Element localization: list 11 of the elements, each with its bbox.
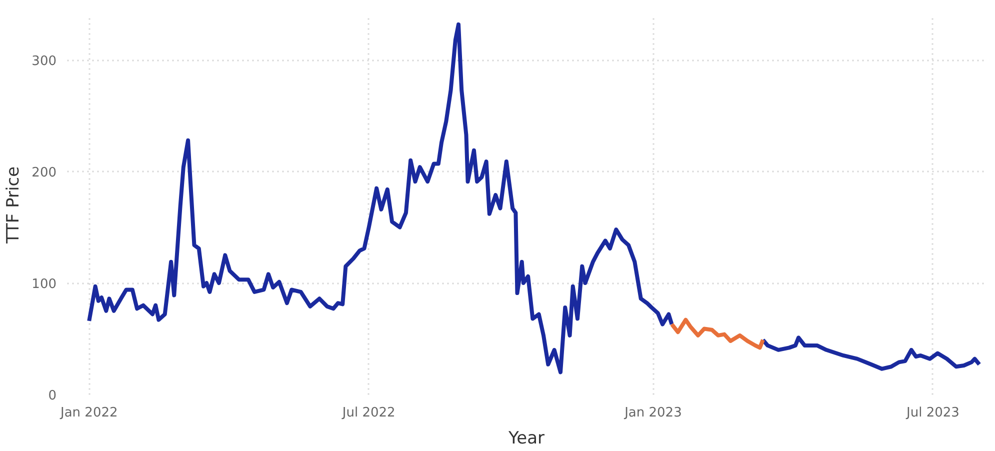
x-tick-label: Jul 2022 [341,406,396,420]
y-axis-title: TTF Price [4,166,24,245]
y-tick-label: 200 [32,166,57,181]
x-axis-title: Year [508,428,545,448]
line-series [670,318,765,350]
y-tick-label: 100 [32,277,57,292]
x-tick-label: Jan 2023 [624,406,682,420]
x-tick-label: Jul 2023 [906,406,960,420]
y-tick-label: 300 [32,54,57,70]
x-tick-label: Jan 2022 [60,406,118,420]
y-tick-label: 0 [48,388,57,404]
